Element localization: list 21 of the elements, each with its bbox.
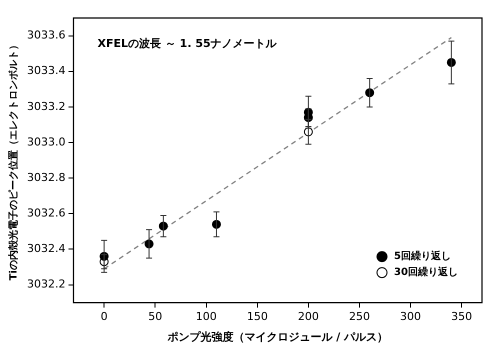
legend-label: 5回繰り返し [394,250,451,262]
annotation: XFELの波長 ～ 1. 55ナノメートル [97,36,278,50]
y-tick-label: 3033.2 [26,100,66,113]
x-tick-label: 200 [298,310,319,324]
x-tick-label: 50 [148,310,162,324]
y-tick-label: 3032.8 [26,170,66,184]
x-tick-label: 100 [196,310,217,324]
x-tick-label: 300 [400,310,422,324]
legend-label: 30回繰り返し [394,266,458,278]
y-tick-label: 3033.6 [26,28,66,42]
y-tick-label: 3032.6 [26,206,66,220]
y-tick-label: 3032.2 [26,278,66,291]
x-tick-label: 150 [246,310,268,324]
x-tick-label: 250 [348,310,370,324]
y-tick-label: 3032.4 [26,242,66,256]
y-tick-label: 3033.0 [26,135,66,148]
x-tick-label: 350 [451,310,472,324]
y-axis-title: Tiの内殻光電子のピーク位置（エレクトロンボルト） [8,40,20,280]
x-axis-title: ポンプ光強度（マイクロジュール / パルス） [166,330,388,344]
x-tick-label: 0 [100,310,108,324]
y-tick-label: 3033.4 [26,64,66,78]
